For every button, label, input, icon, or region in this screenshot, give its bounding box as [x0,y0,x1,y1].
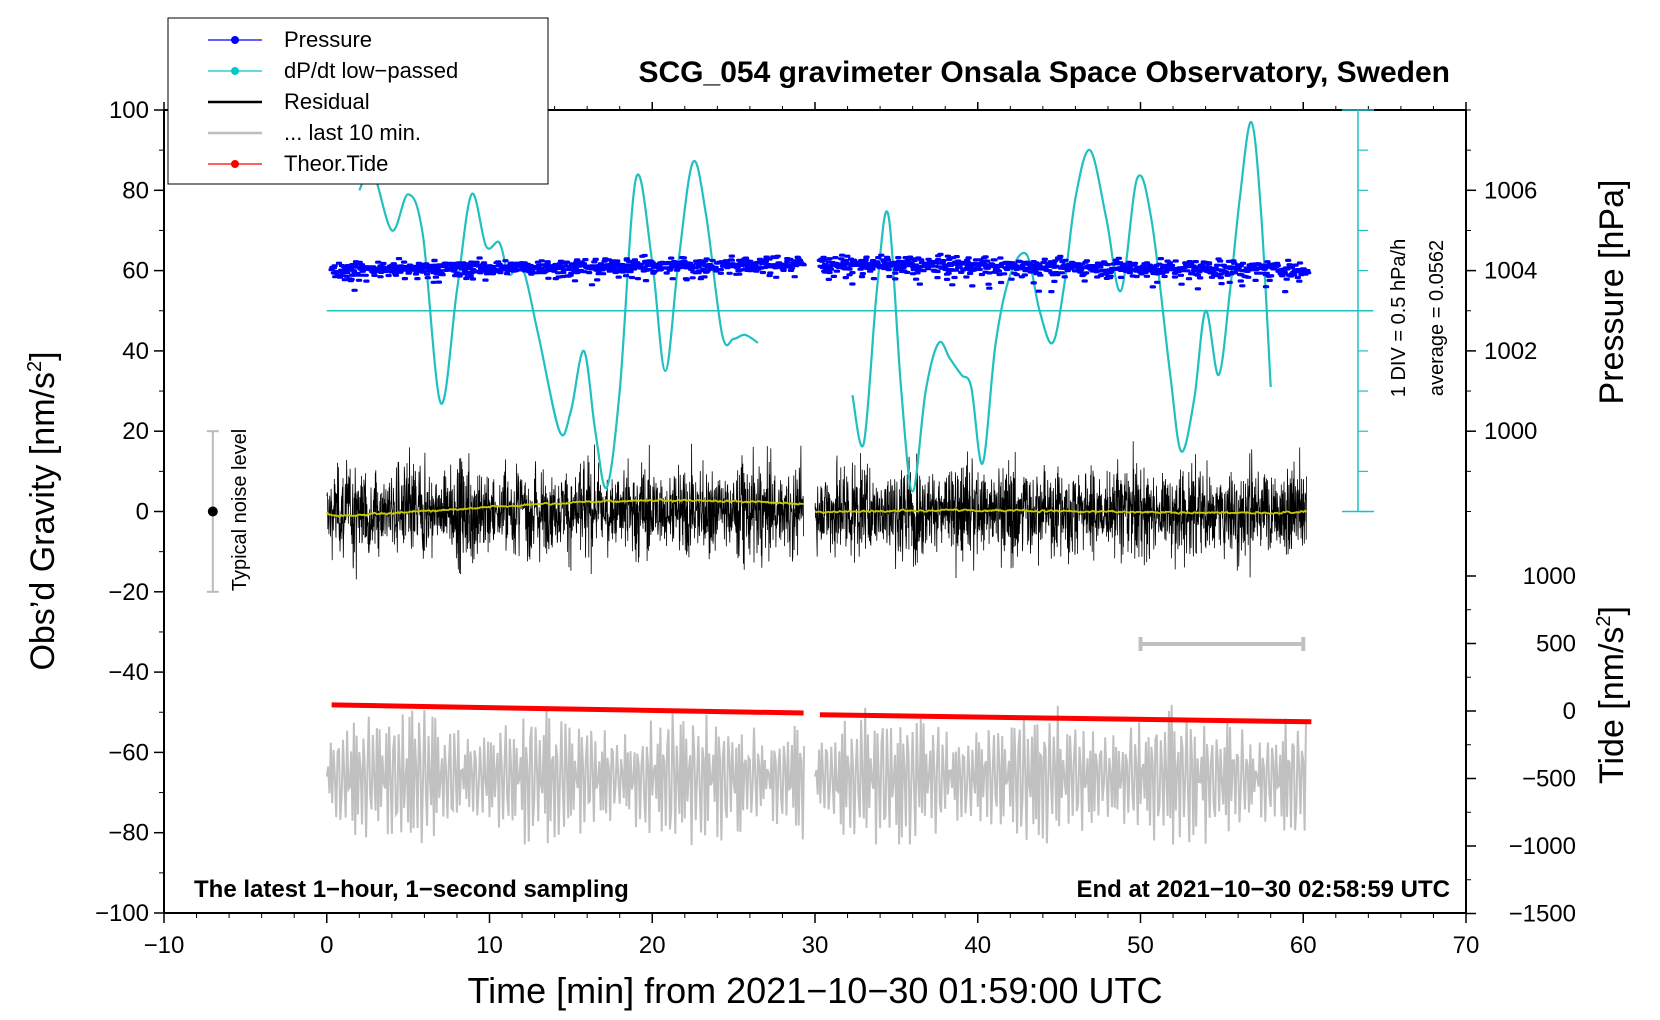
end-time-note: End at 2021−10−30 02:58:59 UTC [1076,876,1450,903]
y-tick-label: 100 [109,97,149,124]
last-10-min-line [325,705,806,846]
last-10-min-line [814,704,1307,845]
x-tick-label: 10 [476,932,503,959]
last-10-min-series [325,704,1307,846]
y-axis-label-gravity: Obs’d Gravity [nm/s2] [24,351,62,670]
plot-area: −10 0 10 20 30 40 50 60 70−100−80−60−40−20020406… [95,97,1576,959]
y-axis-label-tide-text: Tide [nm/s [1593,627,1631,784]
residual-line [326,443,804,580]
residual-smoothed-line [814,508,1308,516]
axes: −10 0 10 20 30 40 50 60 70−100−80−60−40−20020406… [95,97,1576,959]
chart-title: SCG_054 gravimeter Onsala Space Observat… [639,56,1451,89]
y-tick-label: 80 [122,177,149,204]
dpdt-line [358,159,759,490]
x-tick-label: 0 [320,932,333,959]
pressure-tick-label: 1004 [1484,258,1537,285]
y-tick-label: 40 [122,338,149,365]
x-tick-label: 20 [639,932,666,959]
y-tick-label: −100 [95,900,149,927]
tide-line [331,702,804,716]
dpdt-scale-axis [1342,109,1374,513]
dpdt-series [326,120,1374,493]
x-tick-label: 30 [802,932,829,959]
pressure-points [328,253,807,292]
legend-label: Residual [284,89,370,114]
tide-tick-label: −1500 [1509,901,1576,928]
sampling-note: The latest 1−hour, 1−second sampling [194,876,629,903]
tide-tick-label: −1000 [1509,833,1576,860]
noise-center-dot [207,506,218,517]
noise-level-indicator [206,430,219,593]
legend: Pressure dP/dt low−passed Residual ... last… [167,17,549,185]
y-axis-label-gravity-close: ] [24,351,62,360]
last-10-min-bracket [1138,636,1306,651]
pressure-tick-label: 1000 [1484,418,1537,445]
dpdt-average-label: average = 0.0562 [1426,240,1448,396]
legend-items: Pressure dP/dt low−passed Residual ... last… [208,27,458,176]
tide-tick-label: −500 [1522,766,1576,793]
y-tick-label: 20 [122,418,149,445]
noise-level-label: Typical noise level [229,429,251,591]
pressure-series [328,252,1312,294]
y-tick-label: −20 [108,579,149,606]
legend-swatch-marker [231,160,239,168]
dpdt-line [851,120,1272,493]
pressure-tick-label: 1006 [1484,177,1537,204]
y-tick-label: −60 [108,739,149,766]
legend-label: Pressure [284,27,372,52]
x-tick-label: 60 [1290,932,1317,959]
legend-label: ... last 10 min. [284,120,421,145]
residual-series [326,441,1307,580]
x-tick-label: 50 [1127,932,1154,959]
data-layer [325,120,1374,846]
legend-swatch-marker [231,36,239,44]
y-tick-label: 60 [122,258,149,285]
pressure-points [816,252,1312,294]
residual-smoothed-series [326,498,1308,518]
y-tick-label: −80 [108,820,149,847]
y-axis-label-pressure: Pressure [hPa] [1593,180,1631,405]
pressure-tick-label: 1002 [1484,338,1537,365]
residual-smoothed-line [326,498,804,518]
x-tick-label: 70 [1453,932,1480,959]
x-tick-label: 40 [964,932,991,959]
y-axis-label-gravity-sup: 2 [24,361,46,372]
y-axis-label-gravity-text: Obs’d Gravity [nm/s [24,372,62,671]
tide-tick-label: 1000 [1523,563,1576,590]
y-axis-label-tide: Tide [nm/s2] [1593,606,1631,784]
y-tick-label: −40 [108,659,149,686]
legend-label: Theor.Tide [284,151,388,176]
theoretical-tide-series [331,702,1312,725]
legend-swatch-marker [231,67,239,75]
x-tick-label: −10 [144,932,185,959]
dpdt-scale-label: 1 DIV = 0.5 hPa/h [1388,239,1410,397]
legend-label: dP/dt low−passed [284,58,458,83]
tide-line [819,712,1312,725]
tide-tick-label: 500 [1536,631,1576,658]
x-axis-label: Time [min] from 2021−10−30 01:59:00 UTC [467,970,1162,1011]
y-axis-label-tide-sup: 2 [1593,615,1615,626]
tide-tick-label: 0 [1563,698,1576,725]
residual-line [814,441,1307,579]
y-tick-label: 0 [136,499,149,526]
y-axis-label-tide-close: ] [1593,606,1631,615]
